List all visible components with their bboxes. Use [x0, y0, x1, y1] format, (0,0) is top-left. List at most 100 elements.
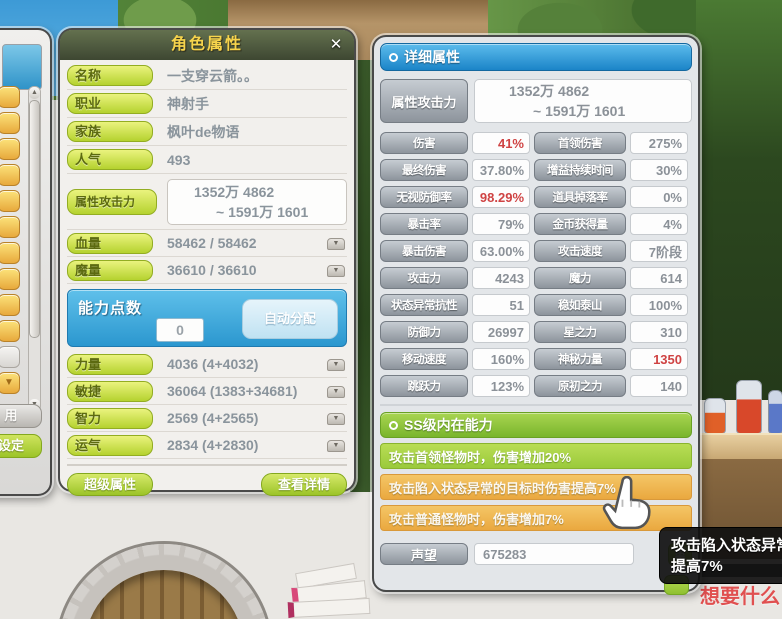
detail-window-title: 详细属性 — [404, 49, 460, 65]
stat-label: 暴击伤害 — [380, 240, 468, 262]
field-value: 一支穿云箭。。 — [167, 67, 258, 84]
window-titlebar[interactable]: 详细属性 — [380, 43, 692, 71]
hp-detail-button[interactable]: ▼ — [327, 238, 345, 250]
dex-detail-button[interactable]: ▼ — [327, 386, 345, 398]
stat-value: 275% — [630, 132, 688, 154]
inventory-side-panel: ▼ ▲ ▼ 用 设定 — [0, 28, 52, 496]
scrollbar-thumb[interactable] — [29, 100, 40, 338]
stat-label: 稳如泰山 — [534, 294, 626, 316]
potion-bottle-icon — [736, 380, 762, 434]
stat-value: 140 — [630, 375, 688, 397]
field-row-fame: 人气 493 — [67, 146, 347, 174]
str-value: 4036 (4+4032) — [167, 356, 259, 372]
stat-label: 移动速度 — [380, 348, 468, 370]
stat-label: 攻击速度 — [534, 240, 626, 262]
stat-label: 原初之力 — [534, 375, 626, 397]
view-detail-button[interactable]: 查看详情 — [260, 473, 347, 496]
stat-value: 51 — [472, 294, 530, 316]
stat-value: 37.80% — [472, 159, 530, 181]
table-top — [698, 433, 782, 459]
slot-button-down[interactable]: ▼ — [0, 372, 20, 394]
scroll-up-icon[interactable]: ▲ — [29, 87, 40, 99]
stat-value: 7阶段 — [630, 240, 688, 262]
stat-value: 4243 — [472, 267, 530, 289]
auto-assign-button[interactable]: 自动分配 — [242, 299, 338, 339]
stat-label: 暴击率 — [380, 213, 468, 235]
ability-points-input[interactable]: 0 — [156, 318, 204, 342]
stat-value: 1350 — [630, 348, 688, 370]
mp-detail-button[interactable]: ▼ — [327, 265, 345, 277]
close-icon[interactable]: ✕ — [329, 36, 343, 53]
stat-label: 首领伤害 — [534, 132, 626, 154]
stat-label: 跳跃力 — [380, 375, 468, 397]
stat-label: 星之力 — [534, 321, 626, 343]
stat-value: 160% — [472, 348, 530, 370]
slot-button[interactable] — [0, 242, 20, 264]
detail-stats-grid: 伤害 41% 首领伤害 275% 最终伤害 37.80% 增益持续时间 30% … — [380, 132, 692, 397]
stat-label: 状态异常抗性 — [380, 294, 468, 316]
stat-label: 魔力 — [534, 267, 626, 289]
chevron-down-icon: ▼ — [4, 377, 14, 388]
dex-row: 敏捷 36064 (1383+34681) ▼ — [67, 378, 347, 405]
field-row-job: 职业 神射手 — [67, 90, 347, 118]
window-titlebar[interactable]: 角色属性 — [60, 30, 354, 60]
slot-button[interactable] — [0, 138, 20, 160]
character-attribute-window: 角色属性 ✕ 名称 一支穿云箭。。 职业 神射手 家族 枫叶de物语 人气 49… — [58, 28, 356, 496]
stat-value: 614 — [630, 267, 688, 289]
set-button[interactable]: 设定 — [0, 434, 42, 458]
str-row: 力量 4036 (4+4032) ▼ — [67, 351, 347, 378]
tooltip-line-1: 攻击陷入状态异常 — [671, 537, 782, 554]
slot-button[interactable] — [0, 86, 20, 108]
inner-ability-tooltip: 攻击陷入状态异常 提高7% — [659, 527, 782, 584]
ability-points-box: 能力点数 0 自动分配 — [67, 289, 347, 347]
stat-value: 310 — [630, 321, 688, 343]
character-attribute-body: 名称 一支穿云箭。。 职业 神射手 家族 枫叶de物语 人气 493 属性攻击力… — [67, 62, 347, 496]
ability-points-title: 能力点数 — [78, 300, 143, 317]
hp-row: 血量 58462 / 58462 ▼ — [67, 230, 347, 257]
field-label: 血量 — [67, 232, 153, 254]
attack-power-value: 1352万 4862 ~ 1591万 1601 — [474, 79, 692, 123]
int-detail-button[interactable]: ▼ — [327, 413, 345, 425]
slot-button[interactable] — [0, 112, 20, 134]
scrollbar[interactable]: ▲ ▼ — [28, 86, 41, 412]
slot-button[interactable] — [0, 164, 20, 186]
slot-button[interactable] — [0, 190, 20, 212]
hyper-stat-button[interactable]: 超级属性 — [67, 473, 154, 496]
stat-label: 金币获得量 — [534, 213, 626, 235]
stat-label: 无视防御率 — [380, 186, 468, 208]
field-label: 家族 — [67, 121, 153, 142]
stat-label: 防御力 — [380, 321, 468, 343]
attack-power-value: 1352万 4862 ~ 1591万 1601 — [167, 178, 347, 225]
honor-row: 声望 675283 重 — [380, 542, 692, 566]
stat-label: 攻击力 — [380, 267, 468, 289]
slot-button[interactable] — [0, 216, 20, 238]
attack-min: 1352万 4862 — [509, 83, 590, 99]
field-row-name: 名称 一支穿云箭。。 — [67, 62, 347, 90]
field-label: 敏捷 — [67, 380, 153, 402]
slot-button[interactable] — [0, 268, 20, 290]
stat-value: 100% — [630, 294, 688, 316]
inner-ability-header: SS级内在能力 — [380, 412, 692, 438]
stat-value: 26997 — [472, 321, 530, 343]
field-value: 神射手 — [167, 95, 209, 112]
background-chat-text: 想要什么 — [700, 586, 780, 608]
stat-value: 123% — [472, 375, 530, 397]
slot-button[interactable] — [0, 320, 20, 342]
inner-ability-line-1[interactable]: 攻击首领怪物时，伤害增加20% — [380, 443, 692, 469]
use-button[interactable]: 用 — [0, 404, 42, 428]
field-value: 枫叶de物语 — [167, 123, 240, 140]
dex-value: 36064 (1383+34681) — [167, 383, 298, 399]
luk-detail-button[interactable]: ▼ — [327, 440, 345, 452]
attack-min: 1352万 4862 — [194, 183, 275, 200]
field-label: 力量 — [67, 353, 153, 375]
str-detail-button[interactable]: ▼ — [327, 359, 345, 371]
slot-button[interactable] — [0, 294, 20, 316]
stat-value: 41% — [472, 132, 530, 154]
field-label: 运气 — [67, 434, 153, 456]
circle-icon — [389, 420, 398, 430]
slot-button[interactable] — [0, 346, 20, 368]
inner-ability-line-2[interactable]: 攻击陷入状态异常的目标时伤害提高7% — [380, 474, 692, 500]
attack-power-row: 属性攻击力 1352万 4862 ~ 1591万 1601 — [380, 79, 692, 123]
stat-value: 4% — [630, 213, 688, 235]
potion-bottle-icon — [704, 398, 726, 434]
